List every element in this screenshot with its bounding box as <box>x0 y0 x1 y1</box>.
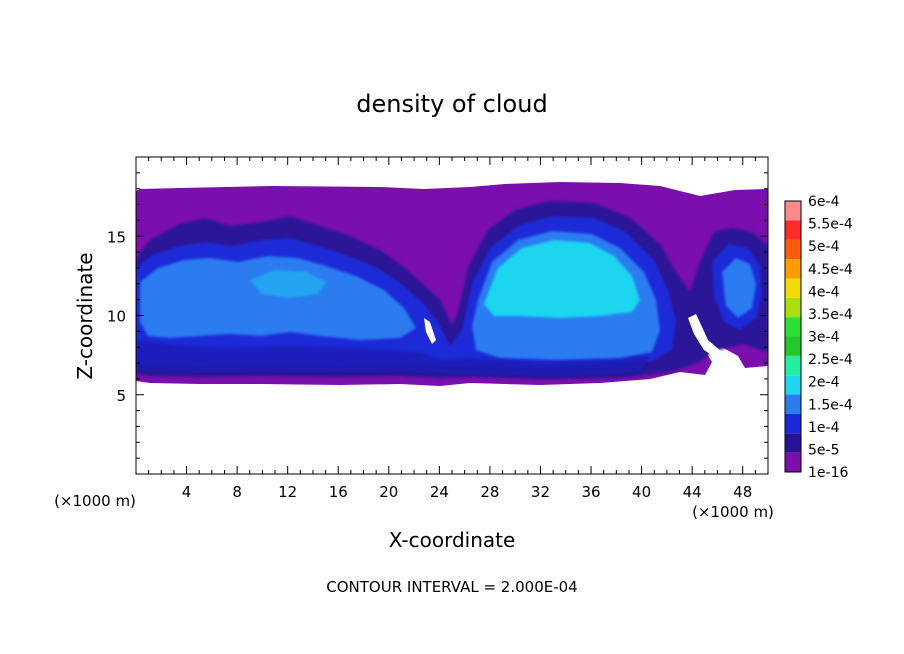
cloud-gap-24km <box>424 318 436 344</box>
x-tick-label: 20 <box>379 483 398 501</box>
x-tick-label: 8 <box>232 483 242 501</box>
cloud-base-layer <box>136 340 650 376</box>
x-tick-label: 4 <box>182 483 192 501</box>
cloud-gap-44km <box>688 314 722 358</box>
x-tick-labels: 4 8 12 16 20 24 28 32 36 40 44 48 <box>182 483 752 501</box>
colorbar-segment <box>785 259 801 279</box>
colorbar-segment <box>785 220 801 240</box>
x-axis-label: X-coordinate <box>389 528 516 552</box>
colorbar-segment <box>785 297 801 318</box>
colorbar-segment <box>785 375 801 395</box>
colorbar-label: 2.5e-4 <box>808 352 853 368</box>
colorbar-segment <box>785 278 801 298</box>
colorbar-label: 4.5e-4 <box>808 262 853 278</box>
x-tick-label: 12 <box>278 483 297 501</box>
colorbar-label: 3e-4 <box>808 330 840 346</box>
colorbar-segment <box>785 317 801 337</box>
y-tick-label: 5 <box>116 387 126 405</box>
colorbar-label: 4e-4 <box>808 284 840 300</box>
colorbar-segment <box>785 355 801 376</box>
colorbar-label: 6e-4 <box>808 194 840 210</box>
colorbar-segment <box>785 239 801 260</box>
x-tick-label: 32 <box>531 483 550 501</box>
y-tick-label: 10 <box>107 308 126 326</box>
y-tick-label: 15 <box>107 228 126 246</box>
x-tick-label: 44 <box>683 483 702 501</box>
x-unit-label: (×1000 m) <box>692 503 774 521</box>
colorbar-labels: 1e-16 5e-5 1e-4 1.5e-4 2e-4 2.5e-4 3e-4 3.5e-4 4… <box>808 194 853 481</box>
colorbar <box>784 200 802 473</box>
x-tick-label: 28 <box>480 483 499 501</box>
colorbar-label: 1e-4 <box>808 420 840 436</box>
x-tick-label: 24 <box>430 483 449 501</box>
colorbar-segment <box>785 413 801 434</box>
colorbar-segment <box>785 452 801 472</box>
cloud-gap-top <box>620 180 628 183</box>
cloud-level-2e-4 <box>484 240 640 318</box>
colorbar-segment <box>785 394 801 414</box>
colorbar-frame <box>784 200 802 473</box>
colorbar-label: 1.5e-4 <box>808 397 853 413</box>
colorbar-label: 1e-16 <box>808 465 848 481</box>
x-tick-label: 16 <box>329 483 348 501</box>
colorbar-label: 5e-5 <box>808 442 839 458</box>
plot-area <box>136 157 768 474</box>
axis-ticks <box>136 157 768 474</box>
colorbar-label: 3.5e-4 <box>808 307 853 323</box>
chart-title: density of cloud <box>356 90 547 118</box>
x-tick-label: 36 <box>581 483 600 501</box>
y-axis-label: Z-coordinate <box>73 252 97 379</box>
colorbar-segment <box>785 433 801 453</box>
colorbar-label: 5e-4 <box>808 239 840 255</box>
colorbar-segment <box>785 201 801 221</box>
y-tick-labels: 5 10 15 <box>107 228 126 405</box>
x-tick-label: 48 <box>733 483 752 501</box>
contour-interval-note: CONTOUR INTERVAL = 2.000E-04 <box>326 578 577 596</box>
z-unit-label: (×1000 m) <box>54 492 136 510</box>
x-tick-label: 40 <box>632 483 651 501</box>
colorbar-label: 2e-4 <box>808 375 840 391</box>
cloud-level-2e-4-left <box>250 270 326 298</box>
colorbar-label: 5.5e-4 <box>808 217 853 233</box>
colorbar-segment <box>785 336 801 356</box>
